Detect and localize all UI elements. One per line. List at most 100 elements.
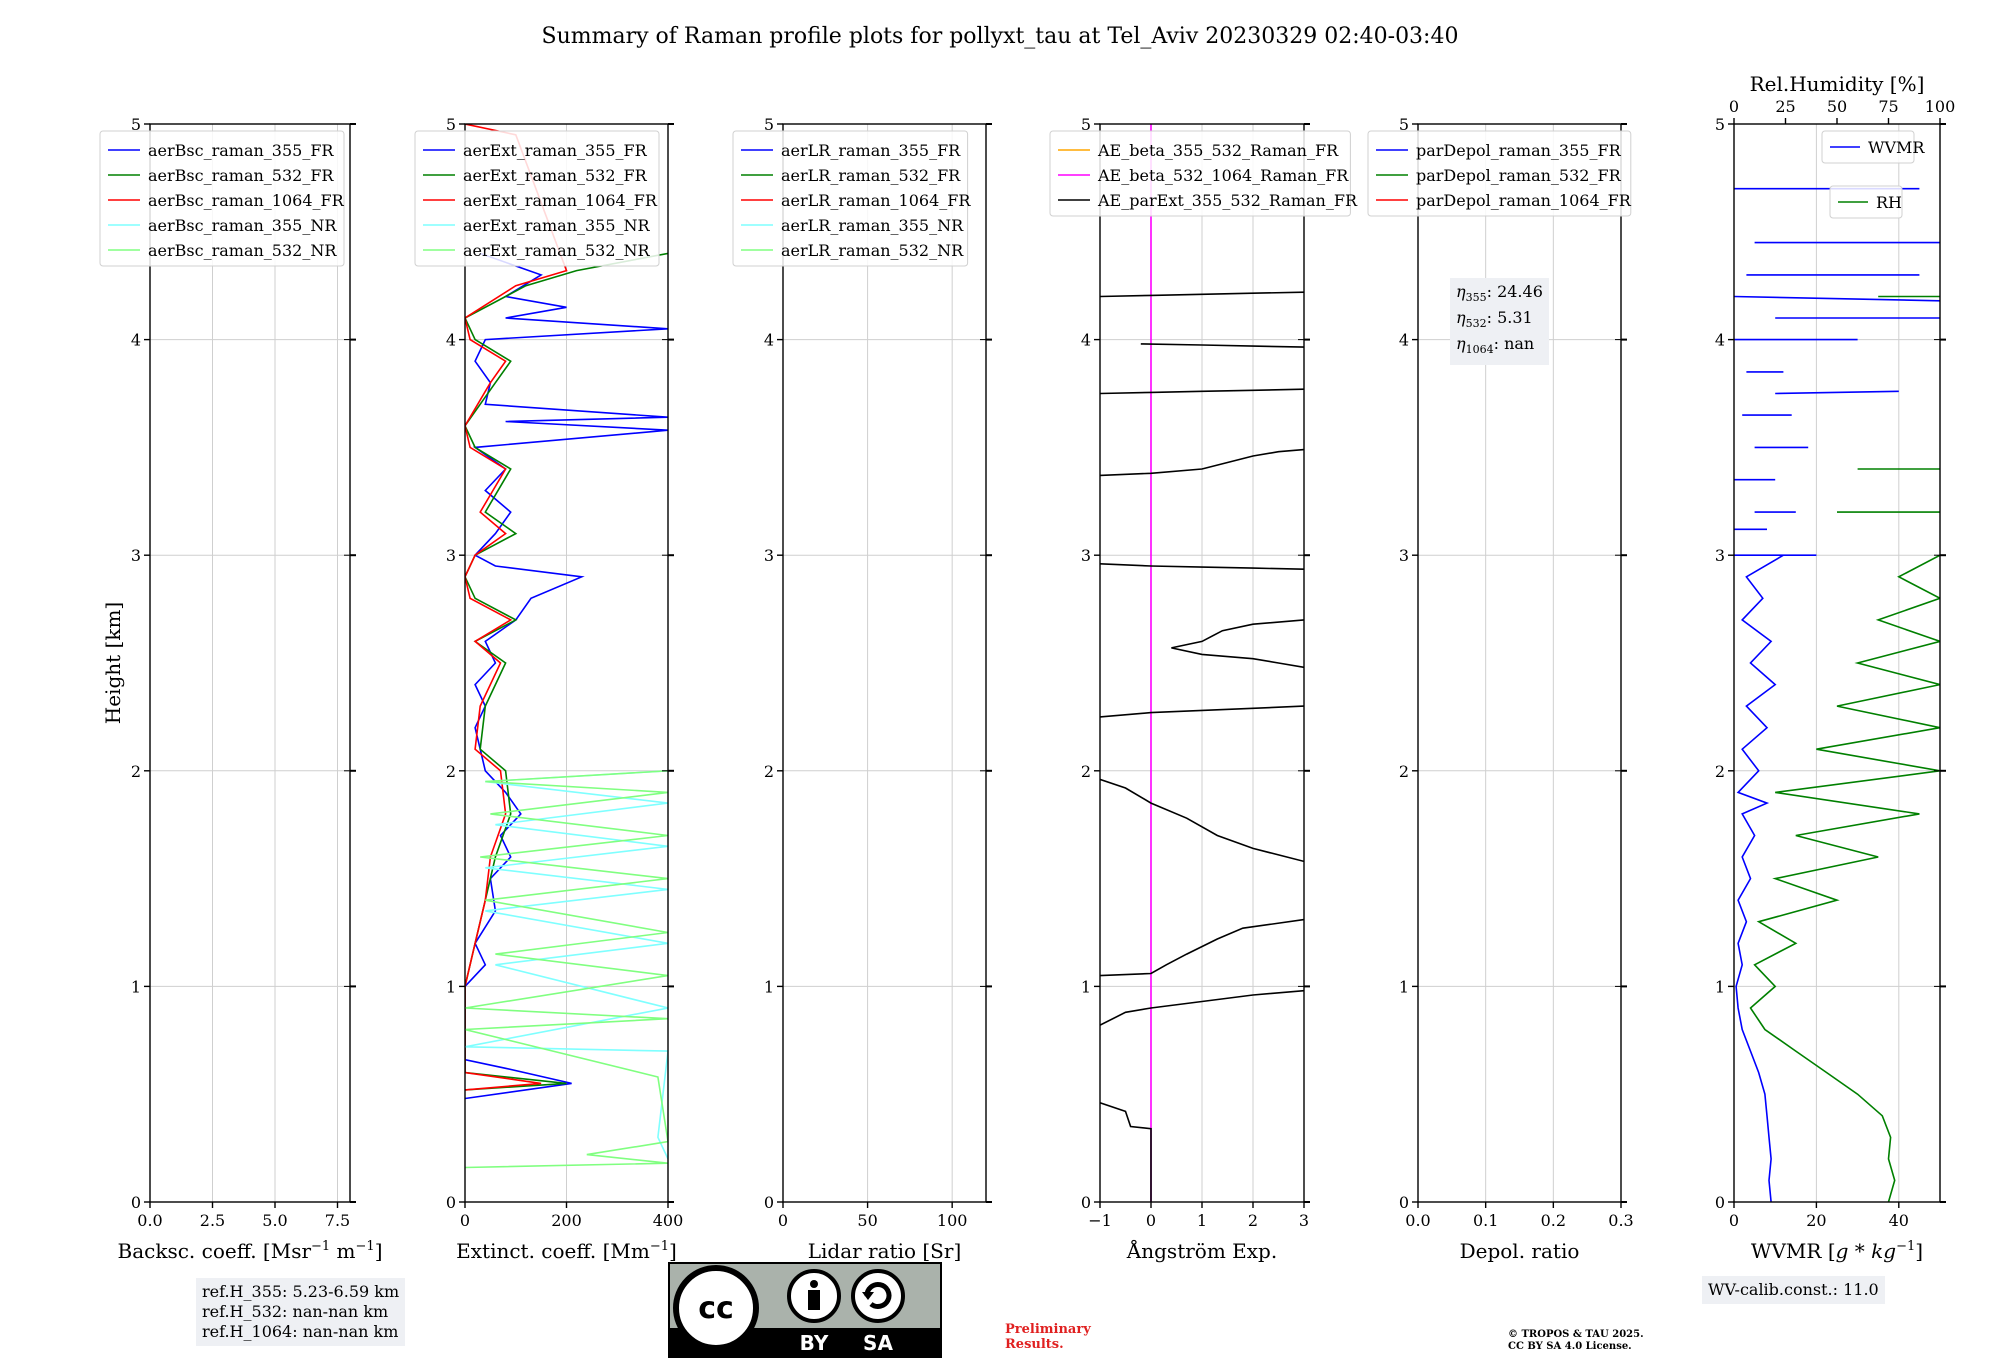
x-tick-label: 100 — [937, 1211, 968, 1230]
legend: RH — [1829, 185, 1903, 219]
y-tick-label: 3 — [1715, 546, 1725, 565]
x-axis-label-part: −1 — [356, 1239, 375, 1254]
series-AE_parExt_355_532_Raman_FR-segment — [1100, 448, 1304, 477]
legend-frame — [1049, 130, 1351, 217]
y-tick-label: 3 — [131, 546, 141, 565]
x-tick-label: 7.5 — [325, 1211, 350, 1230]
ref-height-355: ref.H_355: 5.23-6.59 km — [202, 1282, 400, 1301]
svg-text:cc: cc — [698, 1291, 734, 1326]
legend-label: AE_beta_355_532_Raman_FR — [1097, 141, 1339, 160]
y-tick-label: 0 — [764, 1193, 774, 1212]
x-tick-label: 1 — [1197, 1211, 1207, 1230]
eta-355-value: : 24.46 — [1486, 282, 1543, 301]
x-axis-label-part: −1 — [1896, 1239, 1915, 1254]
ref-height-box: ref.H_355: 5.23-6.59 km ref.H_532: nan-n… — [196, 1278, 406, 1346]
series-aerExt_raman_355_NR — [465, 770, 668, 1160]
x-tick-label: 0 — [1146, 1211, 1156, 1230]
series-AE_parExt_355_532_Raman_FR-segment — [1100, 1102, 1152, 1202]
series-AE_parExt_355_532_Raman_FR-segment — [1100, 778, 1304, 863]
y-tick-label: 5 — [1715, 115, 1725, 134]
series-WVMR-fragment — [1775, 390, 1899, 395]
top-x-tick-label: 25 — [1775, 97, 1795, 116]
y-tick-label: 4 — [764, 331, 774, 350]
series-aerExt_raman_1064_FR — [465, 124, 568, 1091]
y-tick-label: 2 — [764, 762, 774, 781]
eta-1064-value: : nan — [1493, 334, 1535, 354]
eta-532-value: : 5.31 — [1486, 308, 1533, 328]
y-tick-label: 1 — [131, 977, 141, 996]
legend-label: aerLR_raman_532_FR — [781, 166, 961, 185]
x-axis-label-part: Backsc. coeff. [Msr — [118, 1239, 312, 1263]
x-tick-label: 20 — [1806, 1211, 1826, 1230]
series-AE_parExt_355_532_Raman_FR-segment — [1100, 388, 1304, 395]
legend: WVMR — [1821, 130, 1925, 164]
legend-frame — [1367, 130, 1632, 217]
eta-sub: 355 — [1465, 291, 1487, 305]
legend-label: AE_beta_532_1064_Raman_FR — [1097, 166, 1349, 185]
x-axis-label-part: m — [330, 1239, 355, 1263]
y-tick-label: 1 — [1081, 977, 1091, 996]
legend-frame — [732, 130, 969, 267]
x-tick-label: 0.2 — [1541, 1211, 1566, 1230]
x-axis-label-part: −1 — [311, 1239, 330, 1254]
y-tick-label: 4 — [131, 331, 141, 350]
x-tick-label: 400 — [653, 1211, 684, 1230]
series-AE_parExt_355_532_Raman_FR-segment — [1100, 705, 1304, 718]
legend-frame — [1821, 130, 1915, 164]
x-tick-label: 5.0 — [262, 1211, 287, 1230]
x-axis-label-part: WVMR [ — [1751, 1239, 1836, 1263]
eta-symbol: η — [1456, 282, 1466, 301]
legend-label: RH — [1876, 193, 1902, 212]
y-tick-label: 1 — [446, 977, 456, 996]
legend-label: aerBsc_raman_532_NR — [148, 241, 337, 260]
panels-group: 0 1 2 3 4 5 0.0 2.5 5.0 7.5 Backsc. coeff. [Msr−1 … — [99, 72, 1955, 1263]
x-axis-label-part: g * kg — [1836, 1239, 1896, 1263]
x-tick-label: 3 — [1299, 1211, 1309, 1230]
x-tick-label: 40 — [1889, 1211, 1909, 1230]
cc-icon — [673, 1265, 759, 1351]
series-AE_parExt_355_532_Raman_FR-segment — [1140, 343, 1304, 348]
x-tick-label: 2 — [1248, 1211, 1258, 1230]
x-axis-label-part: ] — [1915, 1239, 1923, 1263]
y-tick-label: 4 — [446, 331, 456, 350]
y-tick-label: 4 — [1715, 331, 1725, 350]
top-x-tick-label: 0 — [1729, 97, 1739, 116]
series-WVMR — [1735, 554, 1784, 1202]
sa-icon — [851, 1269, 905, 1323]
x-axis-label-part: Depol. ratio — [1460, 1239, 1580, 1263]
series-WVMR-fragment — [1734, 295, 1940, 302]
y-tick-label: 3 — [1081, 546, 1091, 565]
wv-calib-box: WV-calib.const.: 11.0 — [1702, 1276, 1885, 1304]
x-tick-label: 200 — [551, 1211, 582, 1230]
x-tick-label: 50 — [857, 1211, 877, 1230]
x-tick-label: 0 — [1729, 1211, 1739, 1230]
legend-label: aerLR_raman_1064_FR — [781, 191, 971, 210]
axes-frame — [1417, 123, 1622, 1203]
eta-sub: 532 — [1465, 317, 1487, 331]
axes-frame — [1733, 123, 1941, 1203]
preliminary-note: Preliminary Results. — [1005, 1322, 1091, 1352]
x-tick-label: 0 — [778, 1211, 788, 1230]
y-tick-label: 5 — [1399, 115, 1409, 134]
top-x-tick-label: 75 — [1878, 97, 1898, 116]
legend-label: aerLR_raman_532_NR — [781, 241, 964, 260]
legend: AE_beta_355_532_Raman_FR AE_beta_532_1064… — [1049, 130, 1358, 217]
eta-symbol: η — [1456, 334, 1466, 354]
y-tick-label: 0 — [446, 1193, 456, 1212]
series-AE_parExt_355_532_Raman_FR-segment — [1171, 619, 1304, 669]
series-aerExt_raman_355_FR — [465, 252, 668, 1100]
legend-label: aerBsc_raman_355_FR — [148, 141, 334, 160]
y-tick-label: 2 — [1399, 762, 1409, 781]
x-tick-label: 0.0 — [1405, 1211, 1430, 1230]
series-AE_parExt_355_532_Raman_FR-segment — [1100, 918, 1304, 977]
y-tick-label: 2 — [1715, 762, 1725, 781]
series-AE_parExt_355_532_Raman_FR-segment — [1100, 291, 1304, 298]
angstrom-box: η355: 24.46 η532: 5.31 η1064: nan — [1450, 278, 1549, 365]
x-axis-label: Backsc. coeff. [Msr−1 m−1] — [118, 1239, 383, 1263]
figure-title: Summary of Raman profile plots for polly… — [542, 24, 1459, 49]
copyright-line-1: © TROPOS & TAU 2025. — [1508, 1329, 1644, 1340]
x-axis-label: WVMR [g * kg−1] — [1751, 1239, 1923, 1263]
